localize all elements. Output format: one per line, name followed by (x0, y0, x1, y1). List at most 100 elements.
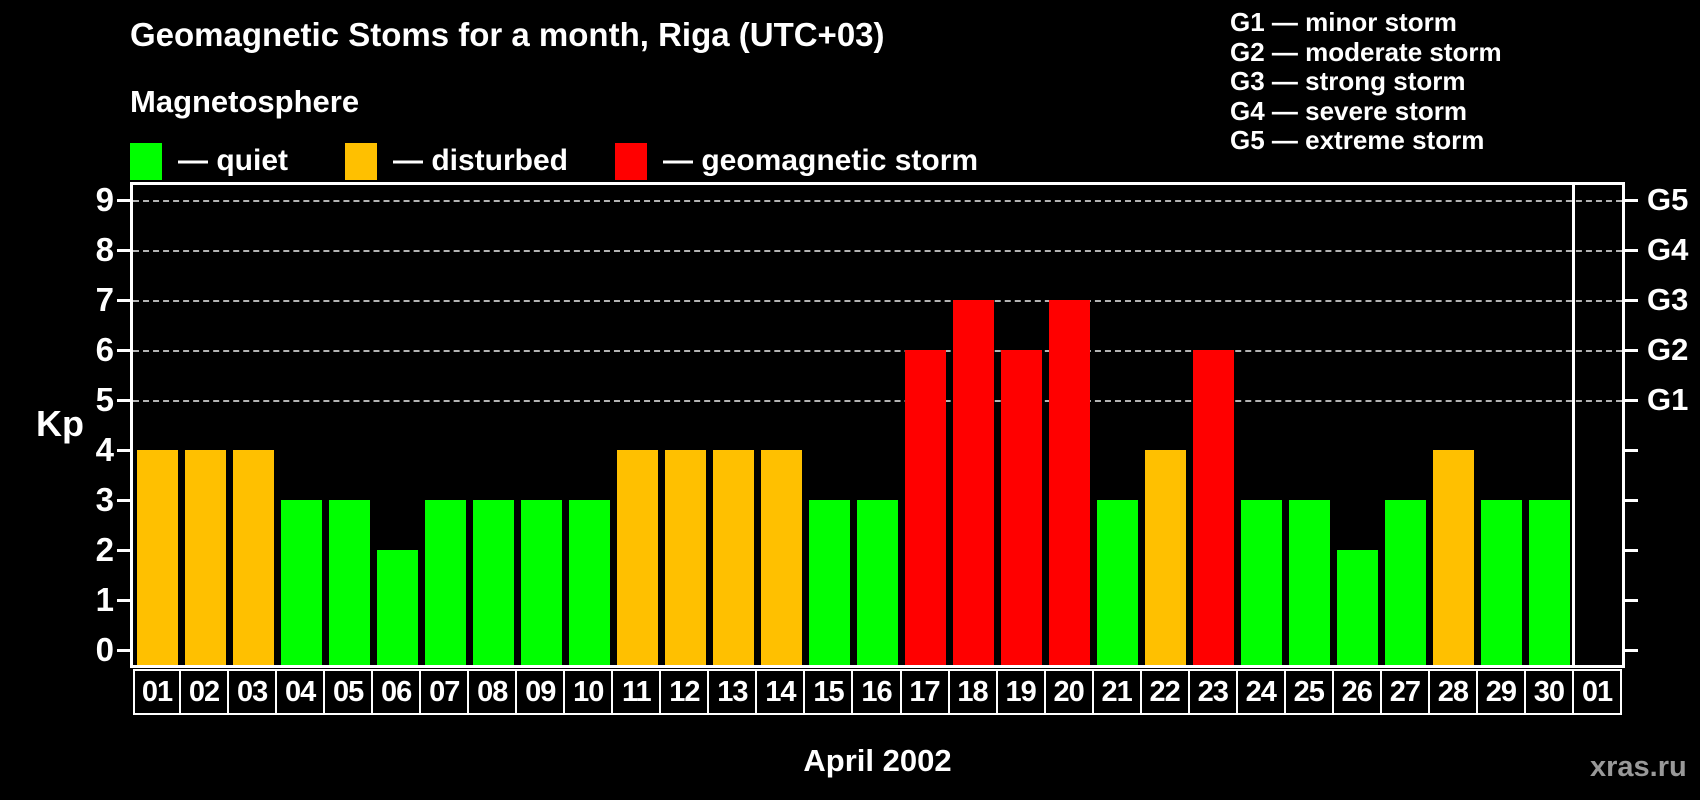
g-axis-label-g1: G1 (1647, 382, 1689, 417)
left-axis-tick-7 (117, 298, 130, 302)
gridline-kp7 (133, 300, 1622, 302)
x-axis-title: April 2002 (803, 743, 952, 778)
kp-bar-day-30 (1529, 500, 1571, 665)
g-scale-item-g3: G3 — strong storm (1230, 66, 1466, 96)
day-label-cell-06: 06 (371, 669, 422, 715)
kp-axis-label-2: 2 (95, 531, 114, 568)
left-axis-tick-4 (117, 448, 130, 452)
kp-axis-label-9: 9 (95, 181, 114, 218)
right-axis-tick-5 (1625, 398, 1638, 402)
left-axis-tick-9 (117, 198, 130, 202)
g-axis-label-g5: G5 (1647, 182, 1689, 217)
magnetosphere-subtitle: Magnetosphere (130, 84, 360, 119)
day-label-cell-24: 24 (1235, 669, 1286, 715)
left-axis-tick-0 (117, 648, 130, 652)
gridline-kp5 (133, 400, 1622, 402)
right-axis-tick-6 (1625, 348, 1638, 352)
kp-bar-day-19 (1001, 350, 1043, 665)
kp-axis-label-6: 6 (95, 331, 114, 368)
quiet-swatch-icon (130, 142, 162, 180)
left-axis-tick-6 (117, 348, 130, 352)
day-label-cell-05: 05 (323, 669, 374, 715)
g-axis-label-g2: G2 (1647, 332, 1689, 367)
g-scale-legend: G1 — minor storm G2 — moderate storm G3 … (1230, 7, 1502, 156)
left-axis-tick-3 (117, 498, 130, 502)
kp-bar-day-29 (1481, 500, 1523, 665)
g-axis-label-g3: G3 (1647, 282, 1689, 317)
day-label-cell-29: 29 (1475, 669, 1526, 715)
kp-bar-day-10 (568, 500, 610, 665)
day-label-cell-16: 16 (851, 669, 902, 715)
day-label-cell-22: 22 (1139, 669, 1190, 715)
kp-bar-day-26 (1337, 550, 1379, 665)
legend-label-storm: — geomagnetic storm (663, 144, 979, 177)
gridline-kp6 (133, 350, 1622, 352)
day-label-cell-12: 12 (659, 669, 710, 715)
day-label-cell-26: 26 (1331, 669, 1382, 715)
day-label-cell-23: 23 (1187, 669, 1238, 715)
kp-bar-day-18 (953, 300, 995, 665)
day-label-cell-04: 04 (275, 669, 326, 715)
g-scale-item-g1: G1 — minor storm (1230, 7, 1457, 37)
right-axis-tick-2 (1625, 548, 1638, 552)
kp-bar-day-14 (760, 450, 802, 665)
day-label-cell-30: 30 (1523, 669, 1574, 715)
g-scale-item-g2: G2 — moderate storm (1230, 36, 1502, 67)
kp-bar-day-12 (664, 450, 706, 665)
storm-swatch-icon (615, 142, 647, 180)
left-axis-tick-8 (117, 248, 130, 252)
kp-bar-day-05 (328, 500, 370, 665)
g-scale-item-g4: G4 — severe storm (1230, 95, 1468, 126)
left-axis-tick-1 (117, 598, 130, 602)
kp-bar-day-25 (1289, 500, 1331, 665)
day-label-cell-03: 03 (227, 669, 278, 715)
kp-axis-label-7: 7 (95, 281, 114, 318)
kp-bar-day-23 (1193, 350, 1235, 665)
day-label-cell-25: 25 (1283, 669, 1334, 715)
day-label-cell-07: 07 (419, 669, 470, 715)
legend-item-disturbed: — disturbed (345, 141, 568, 181)
legend-item-storm: — geomagnetic storm (615, 141, 978, 181)
day-label-cell-01: 01 (1571, 669, 1622, 715)
day-label-cell-02: 02 (179, 669, 230, 715)
right-axis-tick-7 (1625, 298, 1638, 302)
kp-bar-day-20 (1049, 300, 1091, 665)
kp-axis-label-8: 8 (95, 231, 114, 268)
kp-axis-title: Kp (36, 403, 84, 444)
kp-bar-day-24 (1241, 500, 1283, 665)
right-axis-tick-0 (1625, 648, 1638, 652)
day-label-cell-15: 15 (803, 669, 854, 715)
day-label-cell-28: 28 (1427, 669, 1478, 715)
kp-bar-day-16 (856, 500, 898, 665)
plot-area (130, 182, 1625, 668)
plot-inner (133, 185, 1622, 665)
day-label-cell-11: 11 (611, 669, 662, 715)
right-axis-tick-3 (1625, 498, 1638, 502)
legend-item-quiet: — quiet (130, 141, 288, 181)
kp-bar-day-28 (1433, 450, 1475, 665)
kp-bar-day-02 (184, 450, 226, 665)
day-labels-row: 01 02 03 04 05 06 07 08 09 10 11 12 13 14 15 16 17 18 19 20… (133, 669, 1622, 715)
kp-bar-day-06 (376, 550, 418, 665)
day-label-cell-20: 20 (1043, 669, 1094, 715)
kp-bar-day-13 (712, 450, 754, 665)
kp-axis-label-1: 1 (95, 581, 114, 618)
legend-label-quiet: — quiet (178, 144, 288, 177)
kp-bar-day-09 (520, 500, 562, 665)
disturbed-swatch-icon (345, 142, 377, 180)
kp-bar-day-07 (424, 500, 466, 665)
g-scale-item-g5: G5 — extreme storm (1230, 125, 1485, 155)
right-axis-tick-9 (1625, 198, 1638, 202)
kp-bar-day-21 (1097, 500, 1139, 665)
watermark: xras.ru (1590, 751, 1687, 783)
kp-bar-day-03 (232, 450, 274, 665)
day-label-cell-10: 10 (563, 669, 614, 715)
kp-bar-day-01 (136, 450, 178, 665)
day-label-cell-01: 01 (133, 669, 182, 715)
day-label-cell-08: 08 (467, 669, 518, 715)
legend-label-disturbed: — disturbed (393, 144, 569, 177)
kp-bar-day-27 (1385, 500, 1427, 665)
day-label-cell-13: 13 (707, 669, 758, 715)
day-label-cell-18: 18 (947, 669, 998, 715)
right-axis-tick-1 (1625, 598, 1638, 602)
